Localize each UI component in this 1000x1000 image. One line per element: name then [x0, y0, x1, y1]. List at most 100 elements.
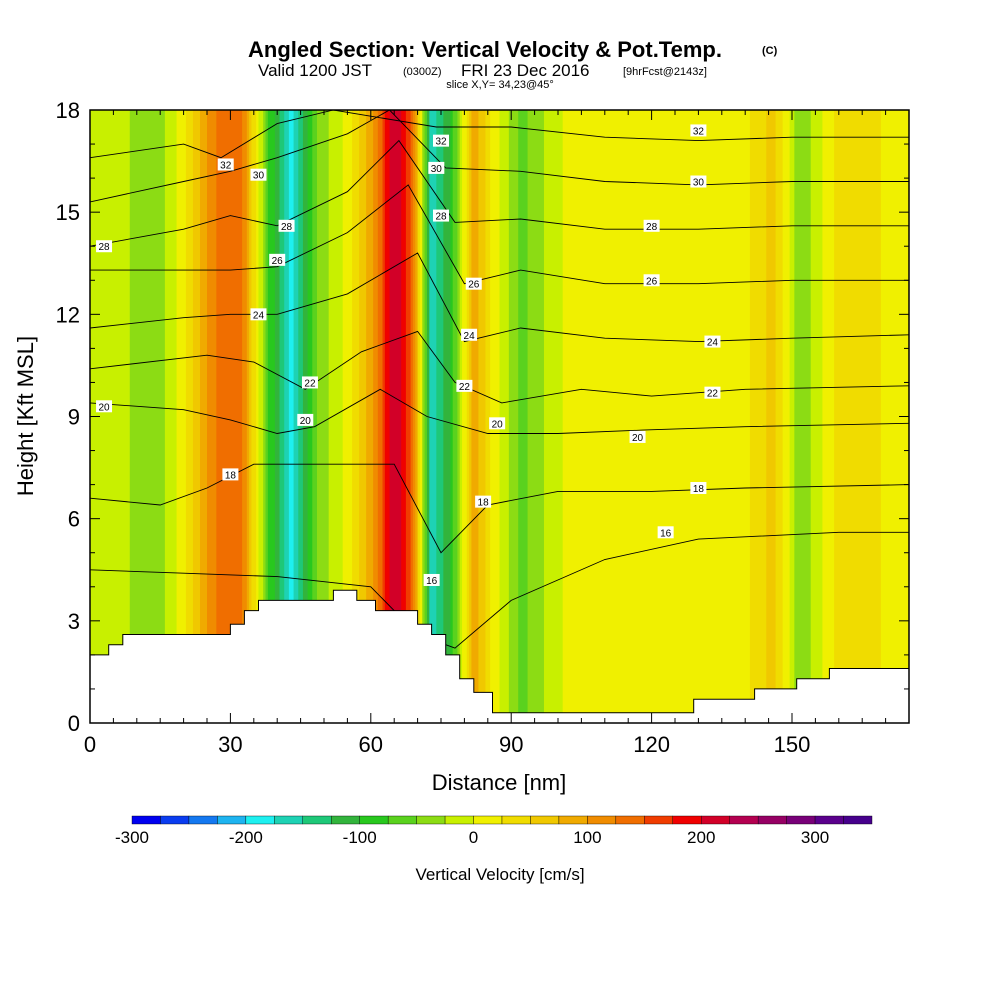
velocity-cell — [600, 110, 604, 723]
velocity-cell — [99, 110, 103, 723]
velocity-cell — [164, 110, 168, 723]
y-tick-label: 9 — [68, 405, 80, 430]
velocity-cell — [253, 110, 257, 723]
velocity-cell — [469, 110, 473, 723]
velocity-cell — [623, 110, 627, 723]
velocity-cell — [235, 110, 239, 723]
velocity-cell — [714, 110, 718, 723]
velocity-cell — [529, 110, 533, 723]
velocity-cell — [562, 110, 566, 723]
velocity-cell — [817, 110, 821, 723]
subtitle-utc: (0300Z) — [403, 66, 442, 78]
velocity-cell — [546, 110, 550, 723]
contour-label: 18 — [475, 495, 492, 509]
velocity-cell — [827, 110, 831, 723]
velocity-cell — [731, 110, 735, 723]
velocity-cell — [265, 110, 269, 723]
contour-label-text: 16 — [426, 576, 438, 587]
velocity-cell — [136, 110, 140, 723]
contour-label-text: 16 — [660, 528, 672, 539]
contour-label: 20 — [96, 400, 113, 413]
x-tick-label: 0 — [84, 732, 96, 757]
velocity-cell — [586, 110, 590, 723]
x-tick-label: 150 — [774, 732, 811, 757]
velocity-cell — [707, 110, 711, 723]
velocity-cell — [588, 110, 592, 723]
velocity-cell — [171, 110, 175, 723]
contour-label: 16 — [423, 573, 440, 587]
velocity-cell — [476, 110, 480, 723]
velocity-cell — [321, 110, 325, 723]
contour-label: 24 — [461, 328, 478, 342]
velocity-cell — [543, 110, 547, 723]
colorbar-swatch — [444, 815, 474, 825]
contour-label: 32 — [433, 134, 449, 148]
velocity-cell — [115, 110, 119, 723]
colorbar-tick-label: 100 — [573, 828, 601, 847]
velocity-cell — [745, 110, 749, 723]
velocity-cell — [340, 110, 344, 723]
velocity-cell — [291, 110, 295, 723]
isentrope-line — [90, 463, 909, 554]
velocity-cell — [536, 110, 540, 723]
velocity-cell — [366, 110, 370, 723]
y-axis: 0 3 6 9 12 15 18 — [56, 98, 909, 736]
velocity-cell — [792, 110, 795, 723]
velocity-cell — [637, 110, 641, 723]
velocity-cell — [204, 110, 208, 723]
velocity-cell — [841, 110, 845, 723]
colorbar-swatch — [473, 815, 503, 825]
velocity-cell — [356, 110, 360, 723]
contour-label-text: 24 — [707, 338, 719, 349]
velocity-cell — [160, 110, 164, 723]
subtitle-fcst: [9hrFcst@2143z] — [623, 66, 707, 78]
velocity-cell — [728, 110, 732, 723]
colorbar-ticks: -300 -200 -100 0 100 200 300 — [115, 828, 829, 847]
velocity-cell — [885, 110, 889, 723]
velocity-cell — [345, 110, 348, 723]
velocity-cell — [541, 110, 545, 723]
contour-label: 18 — [222, 468, 239, 481]
contour-label-text: 30 — [431, 164, 443, 175]
velocity-cell — [424, 110, 428, 723]
velocity-cell — [614, 110, 618, 723]
velocity-cell — [742, 110, 746, 723]
velocity-cell — [897, 110, 901, 723]
velocity-cell — [167, 110, 171, 723]
colorbar-tick-label: -100 — [343, 828, 377, 847]
isentrope-line — [90, 330, 909, 404]
velocity-cell — [789, 110, 793, 723]
velocity-cell — [618, 110, 622, 723]
colorbar-tick-label: -200 — [229, 828, 263, 847]
velocity-cell — [820, 110, 824, 723]
velocity-cell — [272, 110, 276, 723]
velocity-cell — [335, 110, 339, 723]
velocity-cell — [553, 110, 557, 723]
velocity-cell — [113, 110, 117, 723]
velocity-cell — [532, 110, 536, 723]
velocity-cell — [361, 110, 365, 723]
contour-label: 26 — [643, 274, 660, 287]
velocity-cell — [506, 110, 510, 723]
contour-label-text: 32 — [220, 160, 232, 171]
velocity-cell — [810, 110, 814, 723]
velocity-cell — [387, 110, 391, 723]
velocity-cell — [595, 110, 599, 723]
contour-label: 18 — [690, 482, 707, 495]
velocity-cell — [181, 110, 185, 723]
contour-label: 26 — [269, 253, 286, 267]
velocity-cell — [754, 110, 758, 723]
velocity-cell — [157, 110, 161, 723]
x-axis: 0 30 60 90 120 150 — [84, 110, 910, 757]
velocity-cell — [169, 110, 173, 723]
velocity-cell — [527, 110, 531, 723]
velocity-cell — [735, 110, 739, 723]
velocity-cell — [616, 110, 620, 723]
colorbar-swatch — [331, 815, 360, 825]
velocity-cell — [490, 110, 494, 723]
velocity-cell — [363, 110, 367, 723]
velocity-cell — [515, 110, 519, 723]
velocity-cell — [689, 110, 692, 723]
velocity-cell — [284, 110, 288, 723]
subtitle-date: FRI 23 Dec 2016 — [461, 61, 590, 80]
